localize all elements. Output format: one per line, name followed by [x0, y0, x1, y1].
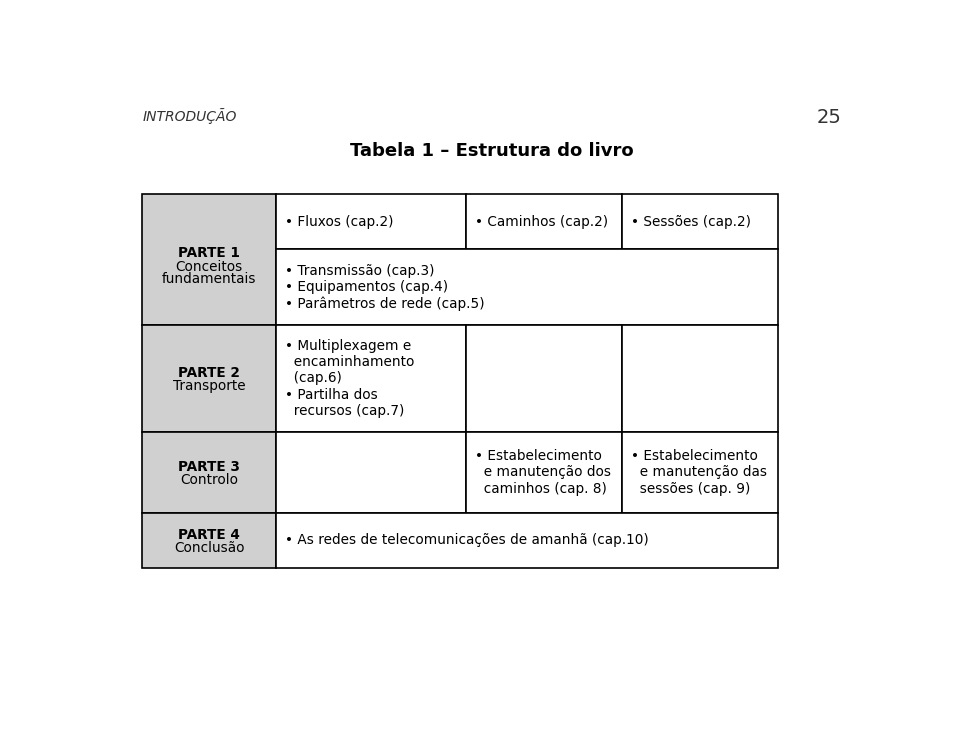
- Text: Conceitos: Conceitos: [176, 259, 243, 274]
- Bar: [276, 513, 779, 568]
- Text: PARTE 2: PARTE 2: [179, 365, 240, 380]
- Bar: [622, 432, 779, 513]
- Bar: [622, 195, 779, 250]
- Bar: [276, 432, 466, 513]
- Text: • Caminhos (cap.2): • Caminhos (cap.2): [475, 215, 608, 229]
- Bar: [142, 195, 276, 325]
- Bar: [142, 325, 276, 432]
- Text: • Sessões (cap.2): • Sessões (cap.2): [631, 215, 751, 229]
- Bar: [622, 325, 779, 432]
- Text: Controlo: Controlo: [180, 473, 238, 487]
- Bar: [466, 325, 622, 432]
- Bar: [276, 325, 466, 432]
- Text: Tabela 1 – Estrutura do livro: Tabela 1 – Estrutura do livro: [350, 142, 634, 160]
- Bar: [142, 513, 276, 568]
- Bar: [276, 195, 466, 250]
- Text: Transporte: Transporte: [173, 379, 246, 393]
- Text: • Fluxos (cap.2): • Fluxos (cap.2): [285, 215, 394, 229]
- Bar: [466, 195, 622, 250]
- Bar: [276, 250, 779, 325]
- Text: PARTE 3: PARTE 3: [179, 459, 240, 474]
- Text: • Estabelecimento
  e manutenção das
  sessões (cap. 9): • Estabelecimento e manutenção das sessõ…: [631, 449, 767, 496]
- Text: • As redes de telecomunicações de amanhã (cap.10): • As redes de telecomunicações de amanhã…: [285, 533, 649, 547]
- Text: • Multiplexagem e
  encaminhamento
  (cap.6)
• Partilha dos
  recursos (cap.7): • Multiplexagem e encaminhamento (cap.6)…: [285, 339, 415, 417]
- Bar: [142, 432, 276, 513]
- Bar: [466, 432, 622, 513]
- Text: PARTE 4: PARTE 4: [179, 528, 240, 541]
- Text: 25: 25: [817, 108, 842, 126]
- Text: Conclusão: Conclusão: [174, 541, 245, 555]
- Text: • Estabelecimento
  e manutenção dos
  caminhos (cap. 8): • Estabelecimento e manutenção dos camin…: [475, 449, 611, 496]
- Text: fundamentais: fundamentais: [162, 271, 256, 286]
- Text: INTRODUÇÃO: INTRODUÇÃO: [142, 108, 237, 123]
- Text: • Transmissão (cap.3)
• Equipamentos (cap.4)
• Parâmetros de rede (cap.5): • Transmissão (cap.3) • Equipamentos (ca…: [285, 264, 485, 311]
- Text: PARTE 1: PARTE 1: [179, 246, 240, 259]
